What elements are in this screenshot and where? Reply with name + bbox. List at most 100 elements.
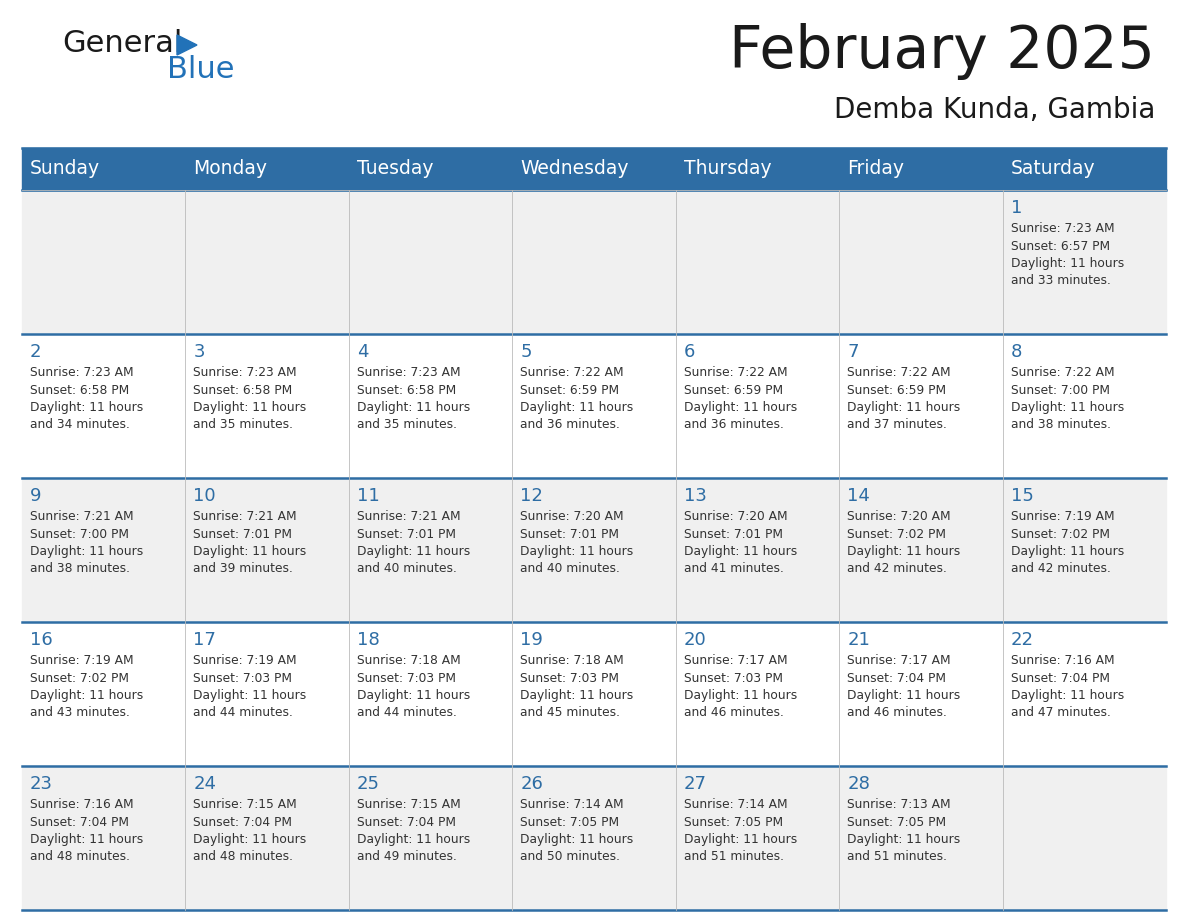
Text: Sunrise: 7:13 AM: Sunrise: 7:13 AM: [847, 798, 950, 811]
Text: Sunset: 7:01 PM: Sunset: 7:01 PM: [520, 528, 619, 541]
Text: Daylight: 11 hours: Daylight: 11 hours: [847, 833, 960, 846]
Text: Daylight: 11 hours: Daylight: 11 hours: [356, 401, 470, 414]
Bar: [1003, 190, 1165, 334]
Text: Sunrise: 7:20 AM: Sunrise: 7:20 AM: [847, 510, 950, 523]
Bar: [676, 766, 839, 910]
Text: Daylight: 11 hours: Daylight: 11 hours: [847, 545, 960, 558]
Text: Sunset: 7:04 PM: Sunset: 7:04 PM: [847, 671, 946, 685]
Text: 4: 4: [356, 343, 368, 361]
Text: 5: 5: [520, 343, 532, 361]
Text: and 48 minutes.: and 48 minutes.: [194, 850, 293, 864]
Text: Sunrise: 7:19 AM: Sunrise: 7:19 AM: [1011, 510, 1114, 523]
Text: and 35 minutes.: and 35 minutes.: [356, 419, 457, 431]
Text: Sunrise: 7:16 AM: Sunrise: 7:16 AM: [1011, 654, 1114, 667]
Text: 26: 26: [520, 775, 543, 793]
Text: Sunrise: 7:23 AM: Sunrise: 7:23 AM: [1011, 222, 1114, 235]
Text: and 34 minutes.: and 34 minutes.: [30, 419, 129, 431]
Text: and 49 minutes.: and 49 minutes.: [356, 850, 456, 864]
Bar: [23, 334, 185, 478]
Text: Daylight: 11 hours: Daylight: 11 hours: [684, 833, 797, 846]
Text: Daylight: 11 hours: Daylight: 11 hours: [520, 401, 633, 414]
Bar: [839, 622, 1003, 766]
Text: Sunrise: 7:15 AM: Sunrise: 7:15 AM: [194, 798, 297, 811]
Text: Sunset: 7:00 PM: Sunset: 7:00 PM: [30, 528, 129, 541]
Text: Sunrise: 7:17 AM: Sunrise: 7:17 AM: [684, 654, 788, 667]
Text: 18: 18: [356, 631, 380, 649]
Text: Sunrise: 7:22 AM: Sunrise: 7:22 AM: [847, 366, 950, 379]
Text: Daylight: 11 hours: Daylight: 11 hours: [30, 689, 144, 702]
Text: and 40 minutes.: and 40 minutes.: [520, 563, 620, 576]
Text: Sunrise: 7:21 AM: Sunrise: 7:21 AM: [30, 510, 133, 523]
Text: and 38 minutes.: and 38 minutes.: [1011, 419, 1111, 431]
Text: Sunset: 6:58 PM: Sunset: 6:58 PM: [30, 384, 129, 397]
Text: 27: 27: [684, 775, 707, 793]
Text: Wednesday: Wednesday: [520, 160, 628, 178]
Text: Sunrise: 7:14 AM: Sunrise: 7:14 AM: [520, 798, 624, 811]
Text: and 39 minutes.: and 39 minutes.: [194, 563, 293, 576]
Text: and 36 minutes.: and 36 minutes.: [684, 419, 784, 431]
Text: Sunset: 7:01 PM: Sunset: 7:01 PM: [684, 528, 783, 541]
Bar: [676, 478, 839, 622]
Text: Daylight: 11 hours: Daylight: 11 hours: [1011, 689, 1124, 702]
Text: 23: 23: [30, 775, 53, 793]
Text: Daylight: 11 hours: Daylight: 11 hours: [684, 401, 797, 414]
Text: Sunrise: 7:14 AM: Sunrise: 7:14 AM: [684, 798, 788, 811]
Bar: [676, 622, 839, 766]
Bar: [349, 766, 512, 910]
Text: and 50 minutes.: and 50 minutes.: [520, 850, 620, 864]
Bar: [512, 478, 676, 622]
Text: Daylight: 11 hours: Daylight: 11 hours: [520, 545, 633, 558]
Text: 9: 9: [30, 487, 42, 505]
Text: Sunrise: 7:23 AM: Sunrise: 7:23 AM: [30, 366, 133, 379]
Text: Blue: Blue: [168, 55, 234, 84]
Text: 14: 14: [847, 487, 870, 505]
Bar: [512, 334, 676, 478]
Text: Sunrise: 7:22 AM: Sunrise: 7:22 AM: [1011, 366, 1114, 379]
Text: Sunset: 7:04 PM: Sunset: 7:04 PM: [1011, 671, 1110, 685]
Text: Sunset: 6:57 PM: Sunset: 6:57 PM: [1011, 240, 1110, 252]
Bar: [23, 190, 185, 334]
Text: 6: 6: [684, 343, 695, 361]
Text: 12: 12: [520, 487, 543, 505]
Text: Daylight: 11 hours: Daylight: 11 hours: [1011, 545, 1124, 558]
Text: Daylight: 11 hours: Daylight: 11 hours: [194, 833, 307, 846]
Text: and 51 minutes.: and 51 minutes.: [684, 850, 784, 864]
Bar: [1003, 622, 1165, 766]
Bar: [23, 148, 1165, 190]
Bar: [23, 478, 185, 622]
Bar: [185, 334, 349, 478]
Text: Sunset: 7:03 PM: Sunset: 7:03 PM: [194, 671, 292, 685]
Text: and 40 minutes.: and 40 minutes.: [356, 563, 456, 576]
Bar: [23, 766, 185, 910]
Text: Demba Kunda, Gambia: Demba Kunda, Gambia: [834, 96, 1155, 124]
Text: Sunset: 7:03 PM: Sunset: 7:03 PM: [684, 671, 783, 685]
Text: Sunset: 6:59 PM: Sunset: 6:59 PM: [847, 384, 947, 397]
Bar: [512, 190, 676, 334]
Text: and 48 minutes.: and 48 minutes.: [30, 850, 129, 864]
Text: 24: 24: [194, 775, 216, 793]
Text: and 46 minutes.: and 46 minutes.: [684, 707, 784, 720]
Text: 7: 7: [847, 343, 859, 361]
Text: Sunset: 7:05 PM: Sunset: 7:05 PM: [847, 815, 947, 829]
Text: and 47 minutes.: and 47 minutes.: [1011, 707, 1111, 720]
Text: Daylight: 11 hours: Daylight: 11 hours: [847, 689, 960, 702]
Text: Sunrise: 7:22 AM: Sunrise: 7:22 AM: [684, 366, 788, 379]
Text: and 42 minutes.: and 42 minutes.: [1011, 563, 1111, 576]
Bar: [676, 334, 839, 478]
Bar: [349, 478, 512, 622]
Text: Sunset: 6:59 PM: Sunset: 6:59 PM: [684, 384, 783, 397]
Text: Sunrise: 7:19 AM: Sunrise: 7:19 AM: [30, 654, 133, 667]
Text: Sunset: 6:58 PM: Sunset: 6:58 PM: [194, 384, 292, 397]
Text: Daylight: 11 hours: Daylight: 11 hours: [847, 401, 960, 414]
Text: Daylight: 11 hours: Daylight: 11 hours: [356, 689, 470, 702]
Bar: [185, 622, 349, 766]
Bar: [185, 478, 349, 622]
Text: Sunset: 7:02 PM: Sunset: 7:02 PM: [847, 528, 946, 541]
Text: Sunset: 7:00 PM: Sunset: 7:00 PM: [1011, 384, 1110, 397]
Bar: [839, 478, 1003, 622]
Text: Sunrise: 7:17 AM: Sunrise: 7:17 AM: [847, 654, 950, 667]
Bar: [839, 766, 1003, 910]
Text: Daylight: 11 hours: Daylight: 11 hours: [520, 833, 633, 846]
Text: 11: 11: [356, 487, 380, 505]
Text: Daylight: 11 hours: Daylight: 11 hours: [30, 833, 144, 846]
